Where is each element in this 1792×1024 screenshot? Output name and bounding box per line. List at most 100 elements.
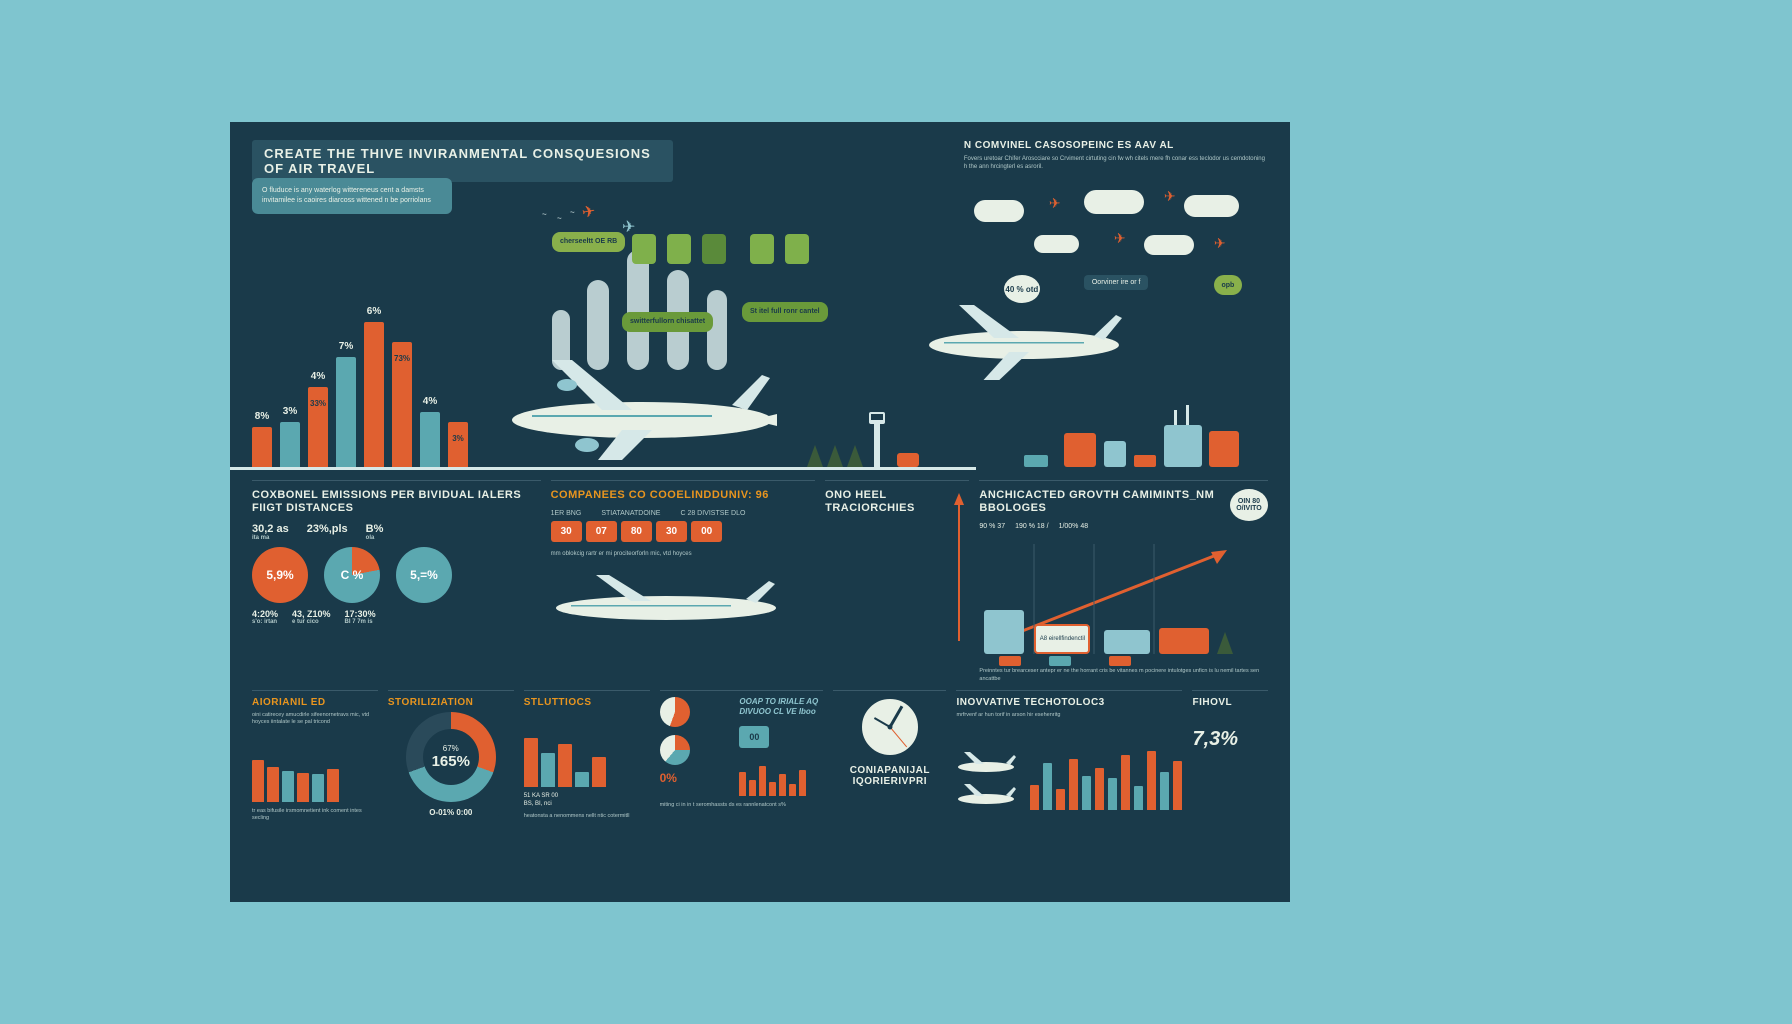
- panel-bot-a: AIORIANIL ED oini catirecey amucdirle si…: [252, 690, 378, 880]
- bar: [739, 772, 746, 796]
- bar-label: 8%: [255, 411, 269, 422]
- cloud-icon: [1034, 235, 1079, 253]
- building-icon: [1209, 431, 1239, 467]
- airplane-large-icon: [502, 350, 782, 460]
- pill: 1/00% 48: [1059, 523, 1089, 530]
- bar: [1108, 778, 1117, 810]
- bar: 6%: [364, 322, 384, 467]
- growth-scene: A8 eirellfindenctil: [979, 534, 1268, 664]
- gauge-caption: O-01% 0:00: [429, 808, 472, 818]
- bar-label: 3%: [452, 434, 464, 443]
- airplane-icon: ✈: [622, 217, 635, 237]
- bar: [1160, 772, 1169, 810]
- speech-bubble: cherseeltt OE RB: [552, 232, 625, 252]
- speech-bubble: switterfullorn chisattet: [622, 312, 713, 332]
- panel-title: ONO HEEL TRACIORCHIES: [825, 489, 969, 515]
- bar-label: 4%: [423, 396, 437, 407]
- donut-row: 5,9%C %5,=%: [252, 547, 541, 603]
- donut-chart: C %: [324, 547, 380, 603]
- emissions-bars: 8%3%4%33%7%6%73%4%3%: [252, 267, 468, 467]
- panel-bot-d: 0% OOAP TO IRIALE AQ DIVUOO CL VE Iboo 0…: [660, 690, 824, 880]
- building-icon: [1064, 433, 1096, 467]
- stat: 23%,pls: [307, 523, 348, 541]
- tree-icon: [807, 445, 823, 467]
- bar: [789, 784, 796, 796]
- panel-bot-b: STORILIZIATION 67% 165% O-01% 0:00: [388, 690, 514, 880]
- stat: B%ola: [366, 523, 384, 541]
- panel-text: oini catirecey amucdirle sifeenornetravs…: [252, 712, 378, 726]
- caption: 17:30%BI 7 7m is: [345, 609, 376, 625]
- mini-bars: [1030, 725, 1182, 810]
- panel-growth: ANCHICACTED GROVTH CAMIMINTS_NM BBOLOGES…: [979, 480, 1268, 680]
- bar: [282, 771, 294, 803]
- airplane-small-icon: [551, 573, 781, 633]
- panel-title: FIHOVL: [1192, 697, 1268, 708]
- tag-icon: [785, 234, 809, 264]
- pill: 90 % 37: [979, 523, 1005, 530]
- panel-title: INOVVATIVE TECHOTOLOC3: [956, 697, 1182, 708]
- stat-box: 00: [691, 521, 722, 542]
- dial-box: 00: [739, 726, 769, 748]
- bar: [575, 772, 589, 787]
- bar: [1147, 751, 1156, 811]
- panel-trajectories: ONO HEEL TRACIORCHIES: [825, 480, 969, 680]
- sign: A8 eirellfindenctil: [1034, 624, 1090, 654]
- tree-icon: [847, 445, 863, 467]
- label: STIATANATDOINE: [601, 510, 660, 517]
- building-icon: [1104, 441, 1126, 467]
- bar: [524, 738, 538, 787]
- bar: [769, 782, 776, 796]
- stat-row: 30,2 asita ma23%,plsB%ola: [252, 523, 541, 541]
- bar: [779, 774, 786, 796]
- panel-bot-g: FIHOVL 7,3%: [1192, 690, 1268, 880]
- bottom-section: AIORIANIL ED oini catirecey amucdirle si…: [252, 690, 1268, 880]
- label: C 28 DIVISTSE DLO: [680, 510, 745, 517]
- badge: OIN 80 O/IVITO: [1230, 489, 1268, 521]
- bar: [1030, 785, 1039, 811]
- ground-line: [230, 467, 976, 470]
- bar: [297, 773, 309, 802]
- bird-icon: ~: [542, 210, 547, 219]
- cloud-icon: [974, 200, 1024, 222]
- bar: [749, 780, 756, 796]
- panel-bot-e: CONIAPANIJAL IQORIERIVPRI: [833, 690, 946, 880]
- right-title: N COMVINEL CASOSOPEINC ES AAV AL: [964, 140, 1268, 151]
- mini-bars: [739, 756, 823, 796]
- bar: 73%: [392, 342, 412, 467]
- cloud-icon: [1184, 195, 1239, 217]
- airplane-icon: ✈: [1114, 230, 1126, 247]
- tag-icon: [702, 234, 726, 264]
- legend-item: 51 KA SR 00: [524, 793, 650, 799]
- bar: [1043, 763, 1052, 810]
- bar: [558, 744, 572, 788]
- panel-title: COXBONEL EMISSIONS PER BIVIDUAL IALERS F…: [252, 489, 541, 515]
- big-stat: 7,3%: [1192, 728, 1268, 751]
- bar: [592, 757, 606, 787]
- smokestack-icon: [1186, 405, 1189, 425]
- panel-footer: Preinntes tur brearceser antepr er ne th…: [979, 668, 1268, 683]
- callout: Oorviner ire or f: [1084, 275, 1149, 290]
- callout-pill: opb: [1214, 275, 1242, 295]
- bar: 4%33%: [308, 387, 328, 467]
- bus-icon: [1104, 630, 1150, 654]
- panel-bot-f: INOVVATIVE TECHOTOLOC3 mrfrvenf ar hun t…: [956, 690, 1182, 880]
- stat-box: 30: [656, 521, 687, 542]
- pie-icon: [660, 735, 690, 765]
- bird-icon: ~: [557, 214, 562, 223]
- airplane-icon: ✈: [580, 201, 597, 223]
- tag-icon: [750, 234, 774, 264]
- bar: [312, 774, 324, 802]
- panel-title: STLUTTIOCS: [524, 697, 650, 708]
- label: 1ER BNG: [551, 510, 582, 517]
- pie-icon: [660, 697, 690, 727]
- caption-row: 4:20%s'o: irtan43, Z10%e tur cico17:30%B…: [252, 609, 541, 625]
- panel-sub: mrfrvenf ar hun torif in arson hir esehe…: [956, 712, 1182, 719]
- clock-second-hand: [889, 727, 906, 748]
- hero-scene: 8%3%4%33%7%6%73%4%3% cherseeltt OE RB sw…: [252, 192, 954, 470]
- bar-label: 6%: [367, 306, 381, 317]
- bar: [799, 770, 806, 796]
- bar-label: 4%: [311, 371, 325, 382]
- bar: 3%: [448, 422, 468, 467]
- panel-title: ANCHICACTED GROVTH CAMIMINTS_NM BBOLOGES: [979, 489, 1268, 515]
- vehicle-icon: [999, 656, 1021, 666]
